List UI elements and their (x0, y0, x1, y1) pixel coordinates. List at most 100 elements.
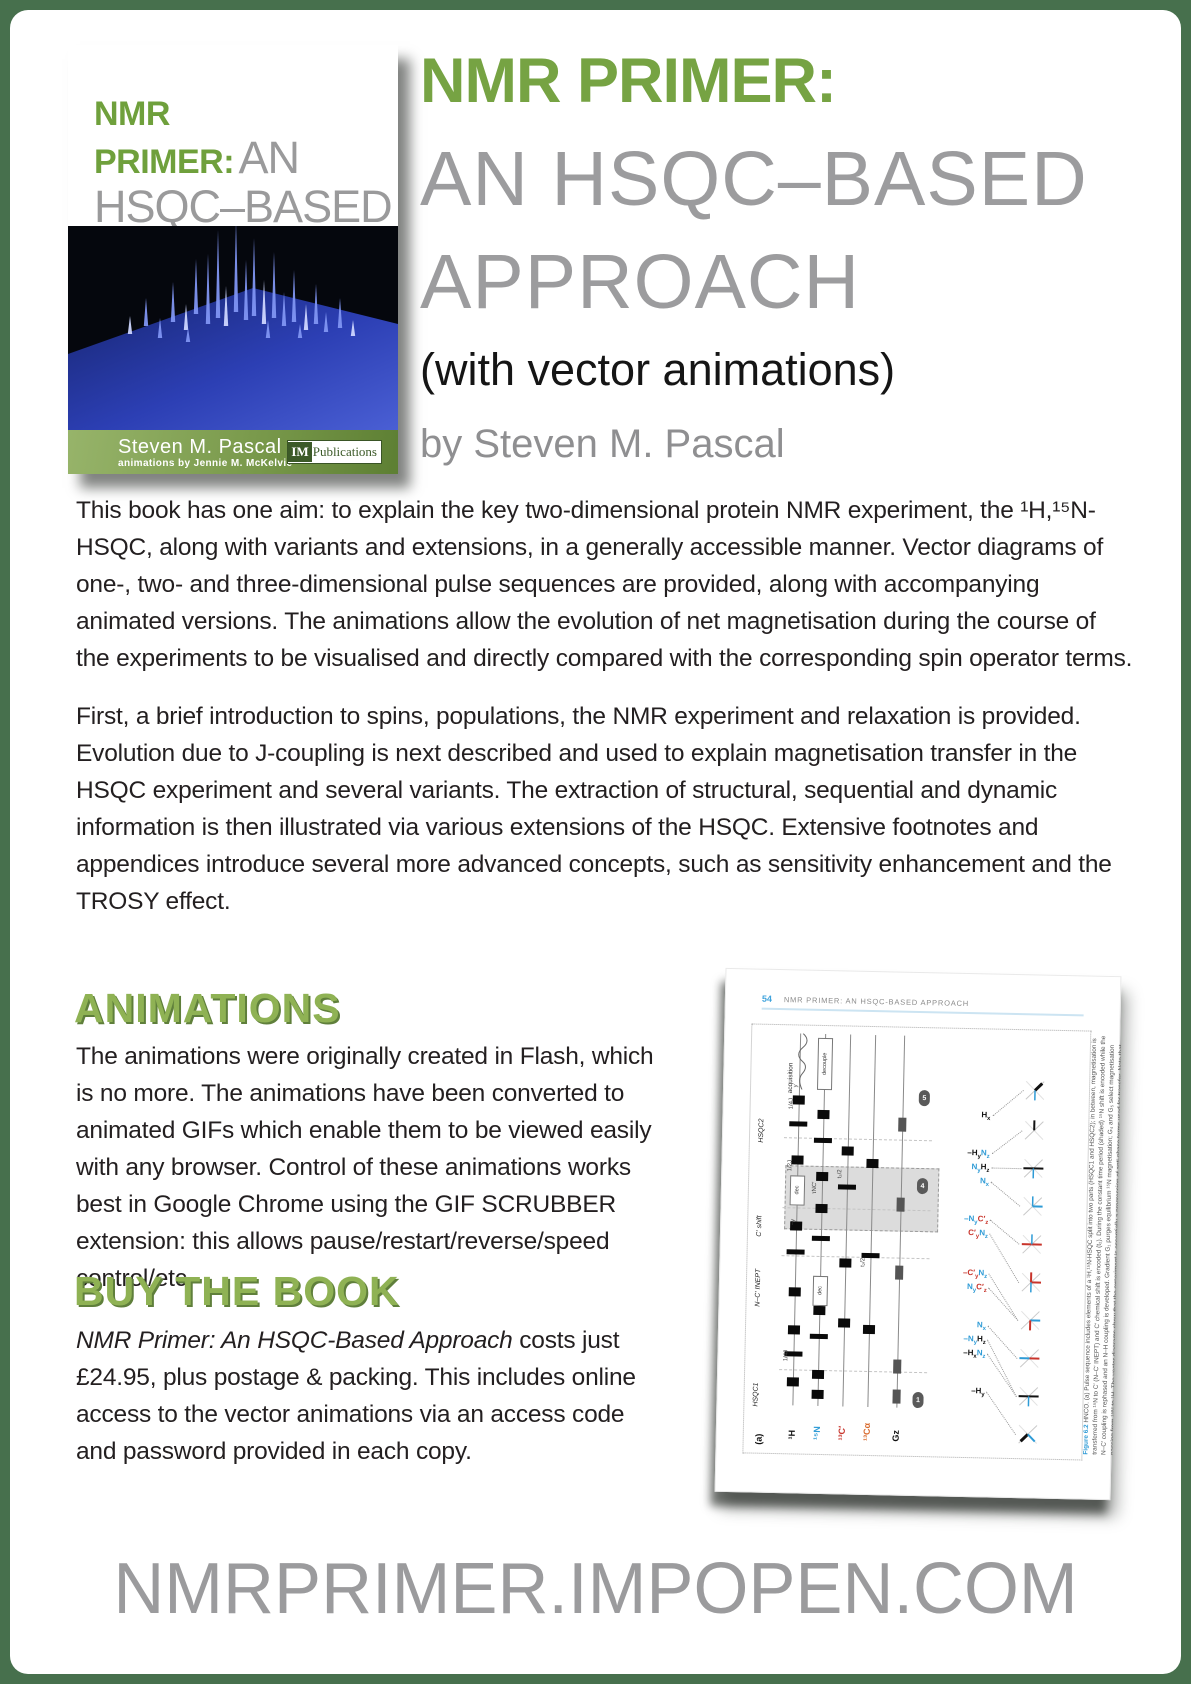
spectrum-peak (185, 328, 191, 342)
cover-title-an: AN (238, 132, 301, 183)
spectrum-peak (281, 292, 287, 326)
cover-author: Steven M. Pascal (118, 436, 282, 458)
spectrum-peak (323, 312, 329, 332)
timing-label: 1/4J (783, 1349, 790, 1362)
book-cover: NMR PRIMER: AN HSQC–BASED APPROACH WITH … (68, 45, 398, 474)
pulse-bar (811, 1389, 824, 1400)
figure-caption-lead: Figure 6.2 (1082, 1424, 1091, 1455)
gradient-pulse (896, 1197, 905, 1212)
intro-paragraph-2: First, a brief introduction to spins, po… (76, 703, 1112, 915)
spin-term-label: –NyHz (963, 1333, 986, 1347)
leader-line (986, 1353, 1017, 1397)
spectrum-peak (233, 226, 239, 312)
pulse-bar (866, 1158, 879, 1169)
leader-line (986, 1339, 1017, 1397)
timing-label: 1/4J (788, 1097, 795, 1110)
gradient-pulse (892, 1389, 901, 1404)
cover-author-band: Steven M. Pascal animations by Jennie M.… (68, 430, 398, 474)
timing-label: y (793, 1084, 800, 1088)
timing-label: 1/2J (787, 1159, 794, 1172)
spectrum-peak (127, 316, 133, 334)
vector-diagram-glyph (1021, 1234, 1042, 1254)
leader-line (988, 1273, 1019, 1321)
spectrum-peak (193, 259, 199, 314)
leader-line (991, 1130, 1023, 1155)
main-author: by Steven M. Pascal (420, 422, 785, 466)
animations-paragraph: The animations were originally created i… (76, 1043, 654, 1292)
step-badge: 1 (912, 1391, 924, 1409)
publisher-logo-im: IM (288, 442, 312, 462)
book-page-preview: 54 NMR PRIMER: AN HSQC-BASED APPROACH de… (714, 967, 1122, 1501)
spectrum-peak (297, 324, 303, 338)
spectrum-peak (170, 282, 176, 322)
spin-term-label: –HxNz (963, 1347, 986, 1361)
step-badge: 5 (918, 1089, 931, 1107)
pulse-bar (815, 1203, 828, 1214)
segment-separator (781, 1255, 930, 1260)
vector-diagram-glyph (1023, 1158, 1044, 1179)
website-url[interactable]: NMRPRIMER.IMPOPEN.COM (113, 1549, 1078, 1629)
spectrum-peak (313, 284, 319, 324)
leader-line (988, 1287, 1019, 1321)
running-head: NMR PRIMER: AN HSQC-BASED APPROACH (783, 995, 970, 1009)
spin-term-label: C′yNz (968, 1228, 989, 1241)
spin-term-label: –Hy (971, 1386, 985, 1399)
timing-label: t₂/2 (837, 1169, 844, 1179)
leader-line (987, 1325, 1018, 1359)
pulse-bar (789, 1121, 808, 1127)
vector-diagram-glyph (1021, 1272, 1042, 1293)
cover-animation-credit: animations by Jennie M. McKelvie (118, 458, 293, 469)
animations-heading: ANIMATIONS (74, 985, 341, 1031)
spin-term-label: NyHz (971, 1162, 990, 1175)
spectrum-peak (261, 280, 267, 324)
flyer-page: NMR PRIMER: AN HSQC–BASED APPROACH WITH … (10, 10, 1181, 1674)
vector-diagram-glyph (1023, 1196, 1043, 1216)
pulse-bar (786, 1377, 799, 1387)
segment-label: HSQC1 (752, 1382, 760, 1407)
main-title-line3: APPROACH (420, 239, 861, 325)
title-block: NMR PRIMER: AN HSQC–BASED APPROACH (with… (420, 46, 1088, 466)
publisher-logo-name: Publications (312, 444, 377, 459)
cover-title-hsqc: HSQC–BASED (94, 181, 393, 232)
spectrum-peak (183, 304, 189, 330)
gradient-pulse (895, 1265, 904, 1280)
channel-label: ¹H (786, 1429, 797, 1440)
cover-title-primer: PRIMER: (94, 143, 235, 181)
intro-paragraph-1: This book has one aim: to explain the ke… (76, 497, 1133, 672)
pulse-bar (841, 1146, 854, 1156)
spin-term-label: Nx (976, 1320, 987, 1333)
spectrum-peak (251, 238, 257, 316)
channel-label: ¹³C′ (836, 1425, 847, 1441)
pulse-bar (837, 1184, 857, 1190)
spectrum-peak (265, 320, 271, 338)
pulse-bar (813, 1137, 832, 1144)
spin-term-label: Hx (981, 1110, 991, 1123)
spectrum-peak (157, 318, 163, 338)
gradient-pulse (893, 1359, 902, 1374)
channel-label: ¹³Cα (861, 1422, 873, 1442)
pulse-bar (816, 1171, 829, 1182)
spectrum-peak (303, 304, 309, 330)
page-number: 54 (761, 993, 773, 1004)
pulse-bar (811, 1369, 825, 1380)
vector-diagram-glyph (1018, 1424, 1038, 1444)
dec-box: dec (789, 1175, 806, 1206)
main-title-green: NMR PRIMER: (420, 46, 837, 116)
spectrum-peak (291, 270, 297, 322)
channel-label: ¹⁵N (811, 1426, 822, 1441)
timing-label: τNC′ (811, 1181, 819, 1194)
segment-label: N–C′ INEPT (754, 1268, 763, 1307)
spin-term-label: –C′yNz (962, 1267, 988, 1281)
cover-title-nmr: NMR (94, 95, 170, 133)
pulse-bar (809, 1333, 828, 1340)
pulse-bar (811, 1235, 830, 1242)
spectrum-peak (271, 252, 277, 318)
spectrum-peak (143, 298, 149, 326)
segment-label: C′ shift (755, 1215, 764, 1237)
leader-line (992, 1090, 1024, 1117)
segment-separator (783, 1137, 932, 1142)
timing-label: t₂/2 (860, 1257, 867, 1267)
pulse-sequence-figure: dec dec decouple acquisition HSQC2 C′ shift N–… (742, 1023, 1092, 1461)
vector-diagram-glyph (1019, 1348, 1040, 1368)
leader-line (991, 1167, 1022, 1170)
